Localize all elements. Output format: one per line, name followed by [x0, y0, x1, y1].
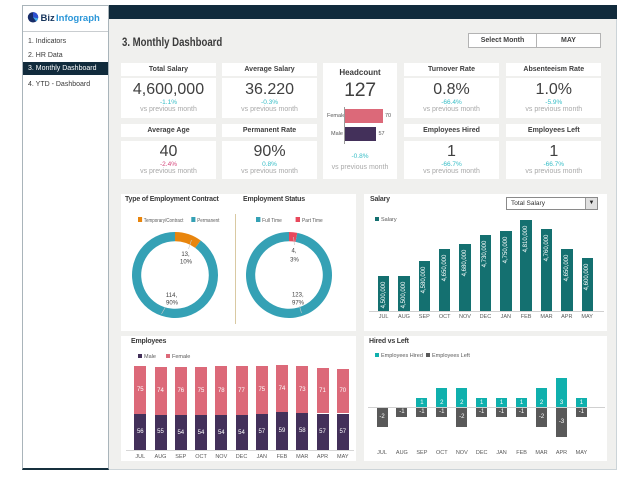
svg-text:4,: 4,	[291, 249, 296, 255]
svg-text:90%: 90%	[165, 301, 178, 307]
svg-text:Infograph: Infograph	[56, 13, 100, 24]
svg-text:3%: 3%	[290, 258, 299, 264]
svg-text:97%: 97%	[291, 301, 304, 307]
svg-text:13,: 13,	[181, 252, 190, 258]
svg-text:114,: 114,	[165, 293, 177, 299]
svg-text:123,: 123,	[291, 293, 303, 299]
svg-text:Biz: Biz	[41, 13, 56, 24]
svg-text:10%: 10%	[179, 260, 192, 266]
